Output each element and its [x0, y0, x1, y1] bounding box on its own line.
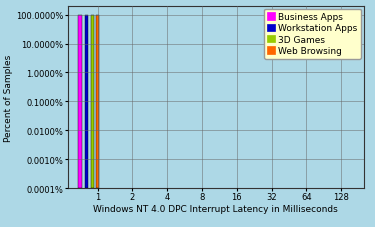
Bar [85, 15, 88, 188]
Y-axis label: Percent of Samples: Percent of Samples [4, 54, 13, 141]
Bar [78, 15, 81, 188]
Bar [91, 15, 94, 188]
Bar [96, 15, 99, 188]
Legend: Business Apps, Workstation Apps, 3D Games, Web Browsing: Business Apps, Workstation Apps, 3D Game… [264, 10, 361, 59]
X-axis label: Windows NT 4.0 DPC Interrupt Latency in Milliseconds: Windows NT 4.0 DPC Interrupt Latency in … [93, 204, 338, 213]
